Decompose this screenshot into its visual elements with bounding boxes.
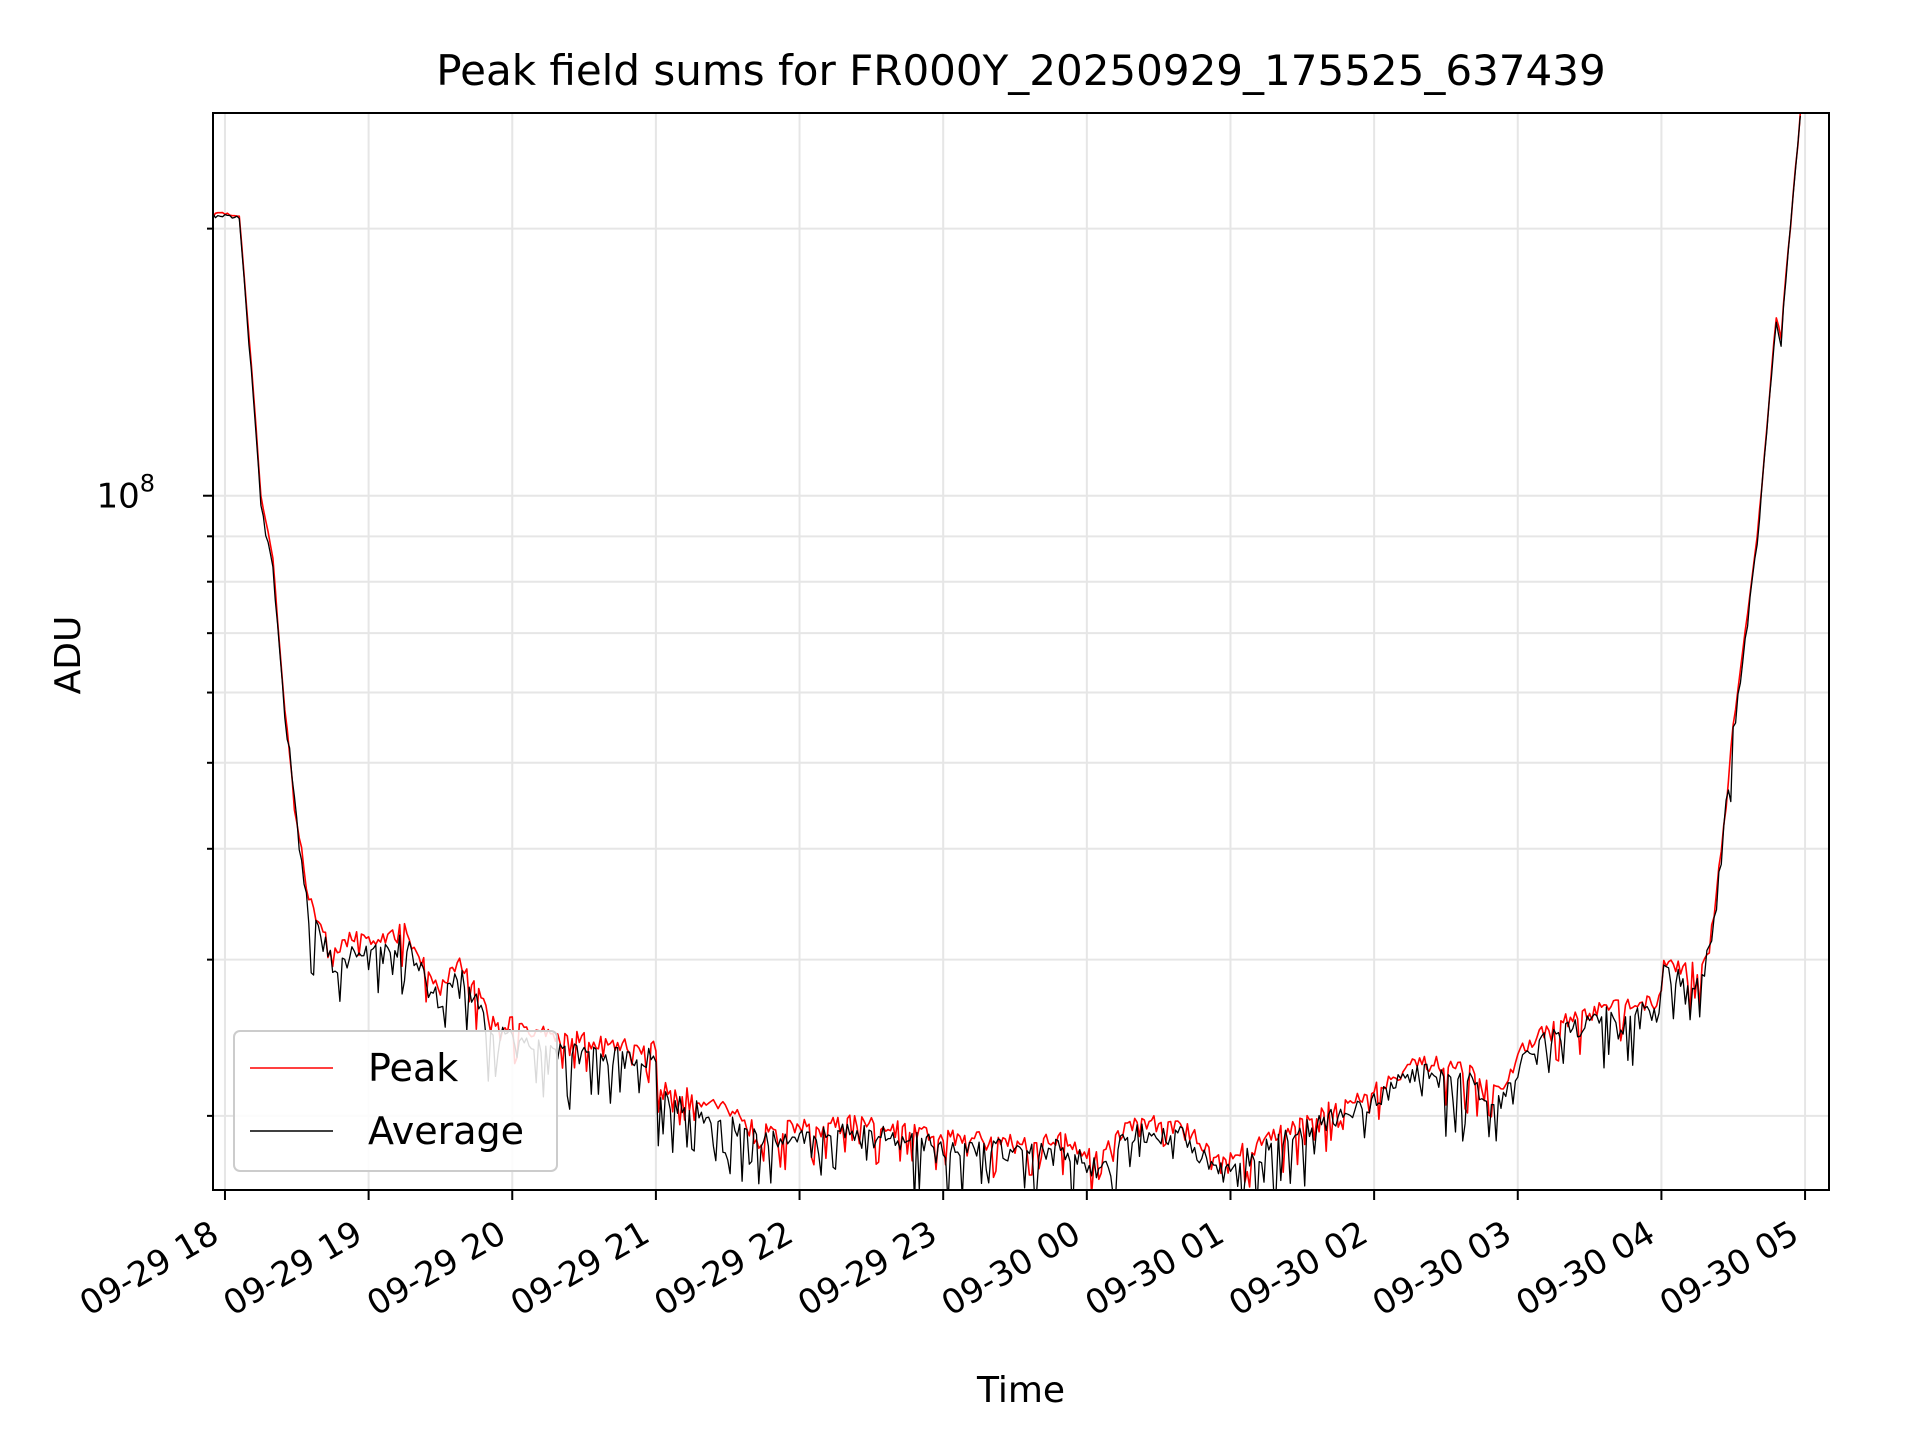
y-axis-label: ADU bbox=[48, 616, 89, 695]
y-tick-labels: 108 bbox=[96, 470, 155, 517]
legend-average-label: Average bbox=[368, 1109, 524, 1153]
x-axis-label: Time bbox=[976, 1370, 1065, 1411]
y-tick-label-base: 10 bbox=[96, 477, 139, 517]
grid bbox=[213, 113, 1829, 1190]
series-line-average bbox=[213, 115, 1801, 1190]
legend-peak-label: Peak bbox=[368, 1046, 458, 1090]
plot-frame bbox=[212, 112, 1830, 1191]
series-layer bbox=[213, 113, 1802, 1190]
y-tick-label: 108 bbox=[96, 470, 155, 517]
ticks bbox=[203, 227, 1807, 1200]
legend-box bbox=[233, 1030, 558, 1172]
chart-title: Peak field sums for FR000Y_20250929_1755… bbox=[436, 46, 1605, 95]
y-tick-label-exponent: 8 bbox=[140, 470, 155, 498]
legend: Peak Average bbox=[233, 1030, 558, 1172]
series-line-peak bbox=[213, 113, 1802, 1190]
